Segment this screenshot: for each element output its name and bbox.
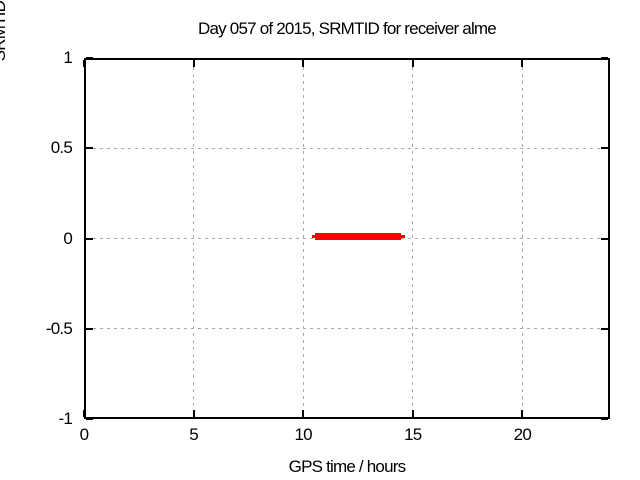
x-tick-bottom [521,410,524,417]
y-tick-label: 1 [63,48,72,67]
x-tick-bottom [83,410,85,417]
y-tick-right [601,57,608,59]
chart-title: Day 057 of 2015, SRMTID for receiver alm… [198,19,497,38]
y-gridline [86,328,608,330]
y-tick-label: -0.5 [45,318,73,338]
x-tick-bottom [411,410,414,417]
y-tick-right [601,147,608,150]
y-tick-label: 0.5 [50,138,73,158]
y-tick-right [601,418,608,420]
y-tick-right [601,327,608,330]
y-tick-left [86,237,93,240]
x-tick-bottom [302,410,305,417]
x-tick-label: 15 [404,425,422,444]
y-tick-label: -1 [58,409,72,428]
x-tick-label: 20 [513,425,532,444]
y-tick-left [86,418,93,420]
x-tick-label: 10 [294,425,313,444]
x-tick-top [192,60,195,67]
y-gridline [86,147,608,149]
y-tick-left [86,147,93,150]
data-series-core [315,233,401,240]
y-tick-left [86,57,93,59]
x-tick-top [521,60,524,67]
x-tick-top [411,60,414,67]
x-tick-label: 5 [189,425,198,444]
x-axis-label: GPS time / hours [288,457,406,476]
y-tick-left [86,327,93,330]
y-tick-label: 0 [63,228,72,248]
x-tick-label: 0 [79,425,89,444]
x-tick-top [83,60,85,67]
x-tick-bottom [192,410,195,417]
y-tick-right [601,237,608,240]
x-tick-top [302,60,305,67]
